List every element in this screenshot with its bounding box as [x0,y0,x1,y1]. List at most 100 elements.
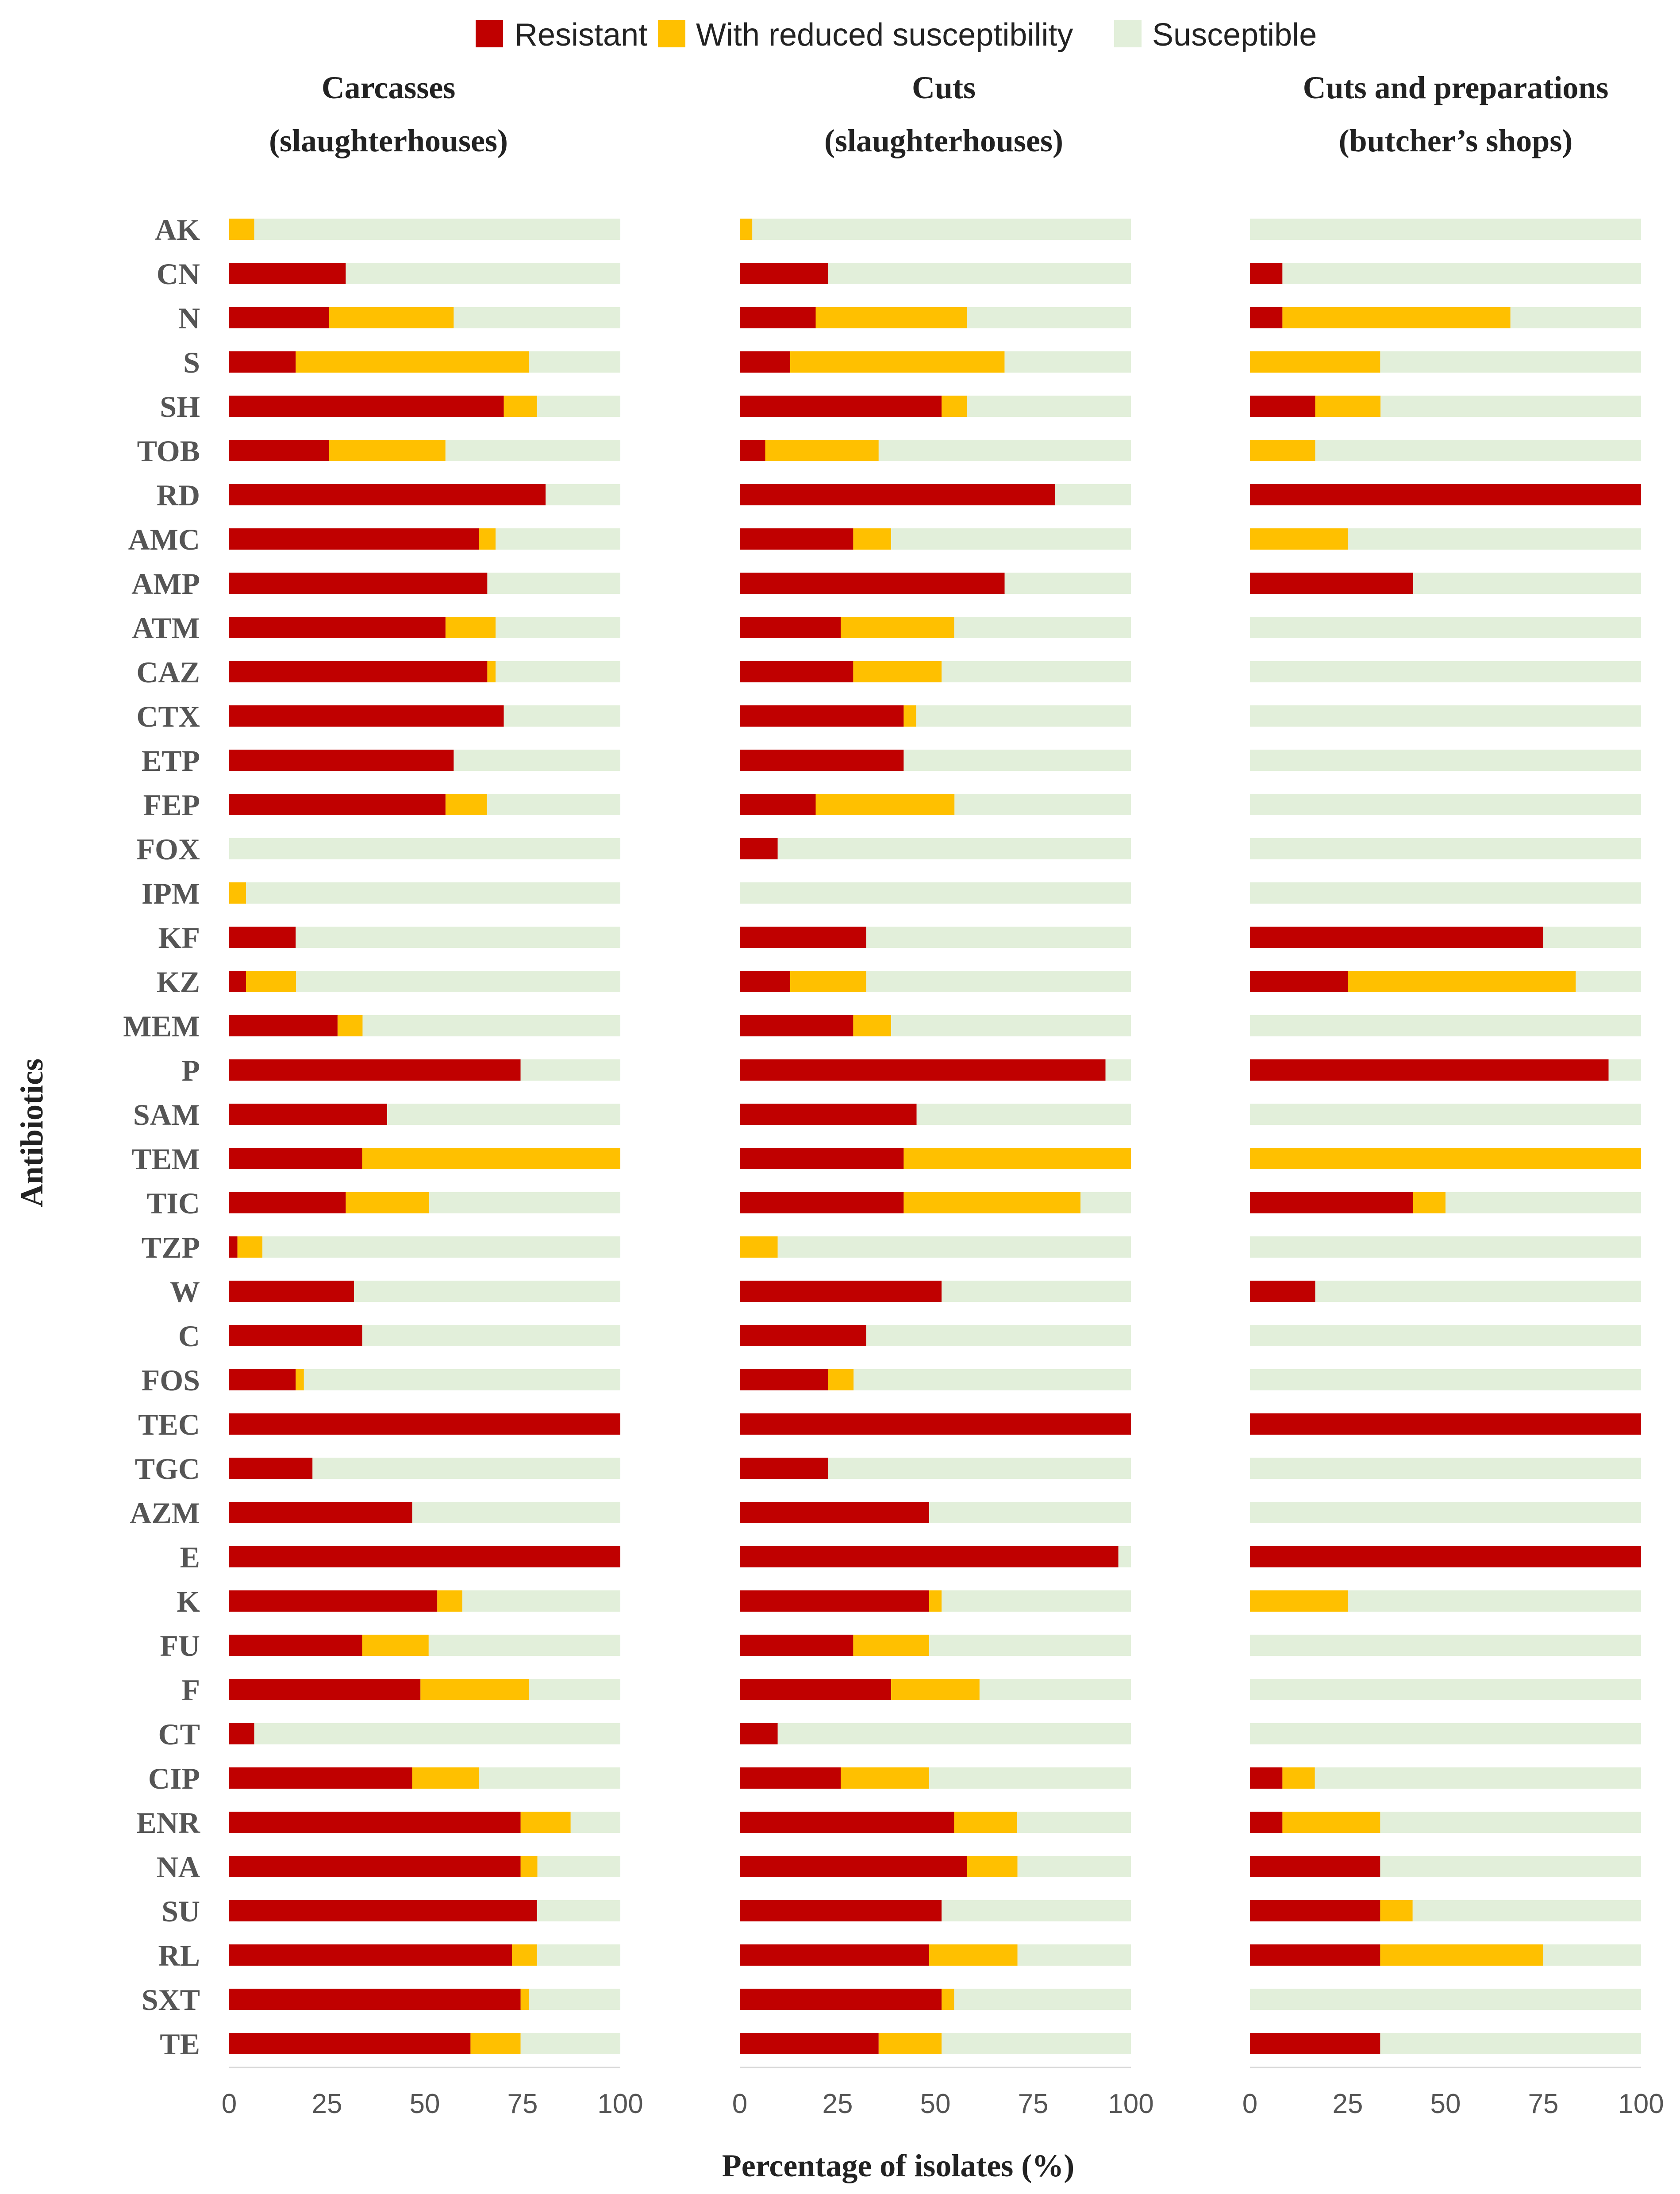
category-label-tgc: TGC [135,1452,200,1486]
bar-panel2-etp-susceptible [903,750,1131,771]
bar-panel1-kf-susceptible [296,927,620,948]
panel-1-title-line2: (slaughterhouses) [269,123,508,158]
category-label-ctx: CTX [136,700,200,733]
bar-panel3-tic-reduced [1413,1192,1445,1213]
bar-panel1-tob-reduced [329,440,446,461]
bar-panel1-c-susceptible [362,1325,620,1346]
bar-panel2-ctx-susceptible [916,705,1131,727]
bar-panel1-f-resistant [229,1679,421,1700]
x-tick-panel1-75: 75 [507,2089,538,2119]
bar-panel1-cn-susceptible [346,263,620,284]
bar-panel2-fep-susceptible [954,794,1131,815]
bar-panel1-mem-susceptible [362,1015,620,1036]
bar-panel1-k-resistant [229,1590,438,1612]
x-axis-title: Percentage of isolates (%) [722,2148,1074,2183]
bar-panel1-tgc-resistant [229,1458,313,1479]
x-tick-panel3-50: 50 [1430,2089,1461,2119]
bar-panel2-amp-susceptible [1004,573,1131,594]
bar-panel1-amc-resistant [229,528,479,550]
bar-panel3-enr-susceptible [1380,1812,1641,1833]
bar-panel2-tem-resistant [740,1148,904,1169]
bar-panel1-su-resistant [229,1900,537,1921]
bar-panel3-kz-reduced [1348,971,1576,992]
bar-panel2-ctx-resistant [740,705,904,727]
bar-panel2-fox-susceptible [777,838,1131,859]
bar-panel1-amc-susceptible [496,528,620,550]
bar-panel3-amp-resistant [1250,573,1413,594]
bar-panel1-sh-resistant [229,396,504,417]
category-label-tic: TIC [146,1186,200,1220]
category-label-caz: CAZ [136,655,200,689]
bar-panel3-tob-reduced [1250,440,1315,461]
bar-panel2-cn-susceptible [828,263,1131,284]
category-label-su: SU [161,1894,200,1928]
bar-panel2-sam-susceptible [916,1104,1131,1125]
bar-panel2-f-resistant [740,1679,892,1700]
bar-panel1-caz-resistant [229,661,488,682]
bar-panel1-tic-reduced [346,1192,429,1213]
bar-panel2-p-susceptible [1105,1059,1131,1081]
bar-panel1-rd-resistant [229,484,546,505]
bar-panel1-tem-reduced [362,1148,620,1169]
panel-2-title-line2: (slaughterhouses) [824,123,1063,158]
bar-panel1-fu-resistant [229,1635,362,1656]
bar-panel3-tem-reduced [1250,1148,1641,1169]
bar-panel2-su-resistant [740,1900,942,1921]
bar-panel1-fep-susceptible [487,794,620,815]
bar-panel1-w-resistant [229,1281,354,1302]
x-tick-panel2-25: 25 [823,2089,853,2119]
bar-panel2-tzp-susceptible [777,1236,1131,1258]
bar-panel2-k-reduced [929,1590,942,1612]
bar-panel3-tec-resistant [1250,1413,1641,1435]
bar-panel1-tob-susceptible [445,440,620,461]
bar-panel2-rl-susceptible [1017,1944,1131,1966]
bar-panel3-cip-resistant [1250,1767,1283,1789]
bar-panel3-amc-susceptible [1348,528,1641,550]
bar-panel3-ct-susceptible [1250,1723,1641,1744]
bar-panel1-sam-susceptible [387,1104,620,1125]
bar-panel3-p-resistant [1250,1059,1609,1081]
bar-panel2-sh-reduced [942,396,967,417]
bar-panel1-ak-susceptible [254,219,620,240]
bar-panel1-amp-resistant [229,573,488,594]
bar-panel2-atm-susceptible [954,617,1131,638]
legend-label-reduced: With reduced susceptibility [696,17,1073,53]
bar-panel1-ct-resistant [229,1723,254,1744]
bar-panel3-fos-susceptible [1250,1369,1641,1390]
bar-panel1-f-susceptible [529,1679,620,1700]
bar-panel3-te-resistant [1250,2033,1380,2054]
bar-panel1-amc-reduced [479,528,496,550]
bar-panel1-ipm-reduced [229,882,246,904]
bar-panel3-kz-resistant [1250,971,1348,992]
x-tick-panel2-75: 75 [1018,2089,1049,2119]
legend-swatch-reduced [658,20,685,47]
bar-panel3-e-resistant [1250,1546,1641,1567]
bar-panel1-tgc-susceptible [312,1458,620,1479]
category-label-cn: CN [157,257,200,291]
bar-panel2-p-resistant [740,1059,1106,1081]
bar-panel1-na-resistant [229,1856,521,1877]
category-label-c: C [178,1319,200,1353]
bar-panel2-rl-reduced [929,1944,1018,1966]
bar-panel2-tob-susceptible [878,440,1131,461]
category-label-fos: FOS [142,1363,200,1397]
legend-swatch-susceptible [1114,20,1142,47]
bar-panel2-w-susceptible [942,1281,1131,1302]
bar-panel2-cip-susceptible [929,1767,1131,1789]
y-axis-title: Antibiotics [14,1059,50,1207]
bar-panel1-fu-reduced [362,1635,429,1656]
bar-panel3-mem-susceptible [1250,1015,1641,1036]
category-label-etp: ETP [142,744,200,778]
bar-panel3-tic-susceptible [1445,1192,1641,1213]
bar-panel3-c-susceptible [1250,1325,1641,1346]
bar-panel1-f-reduced [420,1679,529,1700]
category-label-tec: TEC [138,1408,200,1441]
bar-panel2-azm-susceptible [929,1502,1131,1523]
bar-panel1-tzp-reduced [237,1236,263,1258]
bar-panel2-rd-resistant [740,484,1055,505]
bar-panel3-cip-susceptible [1315,1767,1641,1789]
bar-panel3-etp-susceptible [1250,750,1641,771]
bar-panel2-te-resistant [740,2033,879,2054]
bar-panel2-na-reduced [967,1856,1018,1877]
bar-panel1-kf-resistant [229,927,296,948]
